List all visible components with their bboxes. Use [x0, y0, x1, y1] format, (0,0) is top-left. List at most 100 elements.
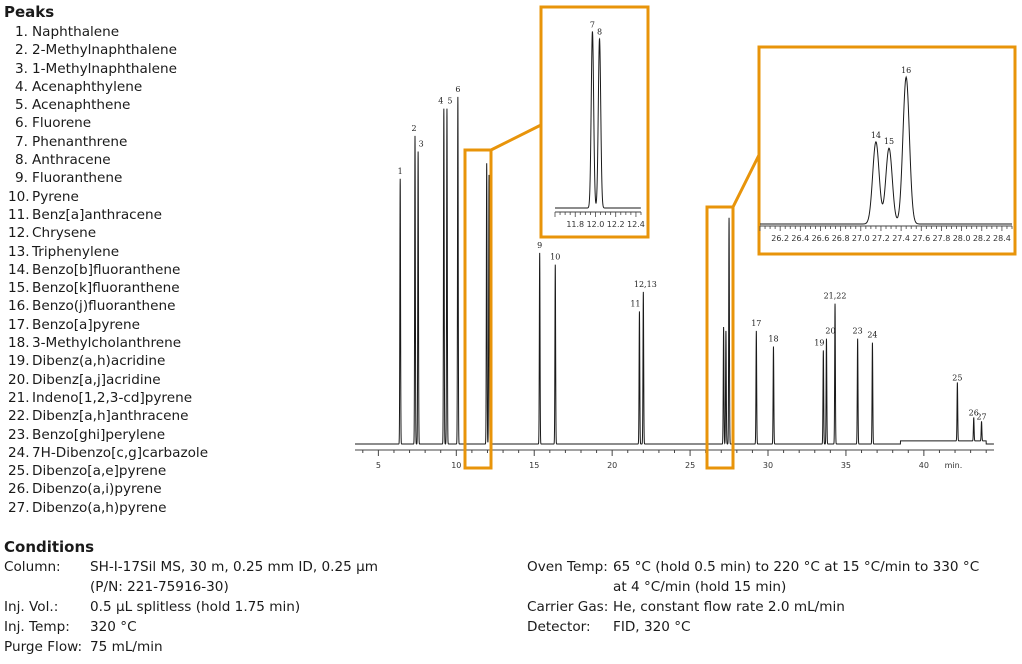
peak-label: 26 — [969, 409, 979, 418]
peak-number: 3. — [15, 60, 28, 77]
peak-list-item: 15. Benzo[k]fluoranthene — [8, 279, 208, 297]
peak-compound-name: Benzo[k]fluoranthene — [32, 280, 180, 297]
peak-compound-name: Dibenz(a,h)acridine — [32, 353, 166, 370]
condition-row: (P/N: 221-75916-30) — [4, 577, 378, 597]
condition-row: Inj. Vol.: 0.5 µL splitless (hold 1.75 mi… — [4, 597, 378, 617]
inset-tick-label: 27.2 — [872, 234, 890, 243]
condition-row: Oven Temp: 65 °C (hold 0.5 min) to 220 °C… — [527, 557, 979, 577]
condition-value: 320 °C — [90, 619, 137, 635]
peak-number: 2. — [15, 42, 28, 59]
peak-label: 24 — [867, 331, 877, 340]
x-tick-label: 20 — [607, 461, 617, 470]
inset-tick-label: 28.4 — [993, 234, 1011, 243]
condition-value: SH-I-17Sil MS, 30 m, 0.25 mm ID, 0.25 µm — [90, 559, 378, 575]
peak-number: 23. — [8, 426, 30, 443]
inset-tick-label: 27.8 — [933, 234, 951, 243]
x-tick-label: 5 — [376, 461, 381, 470]
peak-compound-name: Benz[a]anthracene — [32, 206, 163, 223]
peak-label: 6 — [455, 85, 460, 94]
peak-compound-name: 2-Methylnaphthalene — [32, 42, 177, 59]
peak-number: 26. — [8, 481, 30, 498]
peak-compound-name: Dibenz[a,h]anthracene — [32, 408, 189, 425]
inset-tick-label: 27.0 — [852, 234, 870, 243]
x-tick-label: 10 — [451, 461, 461, 470]
peak-list-item: 17. Benzo[a]pyrene — [8, 316, 208, 334]
peak-compound-name: Indeno[1,2,3-cd]pyrene — [32, 389, 193, 406]
peak-compound-name: Phenanthrene — [32, 133, 128, 150]
condition-key: Detector: — [527, 619, 591, 635]
peak-compound-name: 3-Methylcholanthrene — [32, 335, 182, 352]
inset-frame — [757, 45, 1017, 256]
peak-list-item: 3. 1-Methylnaphthalene — [8, 60, 208, 78]
inset-peaks-7-8: 11.8 12.0 12.2 12.4 78 — [490, 5, 650, 239]
peak-list-item: 18. 3-Methylcholanthrene — [8, 334, 208, 352]
peak-number: 25. — [8, 463, 30, 480]
condition-key: Oven Temp: — [527, 559, 608, 575]
peak-list-item: 12. Chrysene — [8, 224, 208, 242]
x-tick-label: 25 — [685, 461, 695, 470]
peak-list-item: 4. Acenaphthylene — [8, 78, 208, 96]
peak-number: 19. — [8, 353, 30, 370]
inset-tick-label: 28.0 — [953, 234, 971, 243]
peak-label: 1 — [398, 167, 403, 176]
peak-compound-name: Naphthalene — [32, 24, 120, 40]
inset-peak-label: 8 — [597, 28, 602, 37]
peak-number: 5. — [15, 97, 28, 114]
inset-peak-label: 14 — [871, 131, 881, 140]
peak-list-item: 5. Acenaphthene — [8, 96, 208, 114]
inset-connector — [490, 123, 542, 152]
peak-compound-name: Benzo[ghi]perylene — [32, 426, 166, 443]
peak-compound-name: Pyrene — [32, 188, 79, 205]
peak-list-item: 26. Dibenzo(a,i)pyrene — [8, 480, 208, 498]
inset-frame — [539, 5, 650, 239]
x-tick-label: 35 — [841, 461, 851, 470]
peak-label: 5 — [447, 97, 452, 106]
peak-label: 23 — [853, 327, 863, 336]
peak-list-item: 11. Benz[a]anthracene — [8, 206, 208, 224]
peak-compound-name: Benzo(j)fluoranthene — [32, 298, 176, 315]
peak-label: 12,13 — [634, 280, 657, 289]
peak-label: 4 — [438, 97, 443, 106]
peak-compound-name: Chrysene — [32, 225, 97, 242]
inset-peak-label: 15 — [884, 137, 894, 146]
peak-list-item: 14. Benzo[b]fluoranthene — [8, 261, 208, 279]
inset-tick-label: 12.0 — [587, 220, 605, 229]
peak-number: 7. — [15, 133, 28, 150]
inset-tick-label: 26.6 — [812, 234, 830, 243]
conditions-left: Column: SH-I-17Sil MS, 30 m, 0.25 mm ID, … — [4, 557, 378, 657]
peak-number: 6. — [15, 115, 28, 132]
condition-row: Column: SH-I-17Sil MS, 30 m, 0.25 mm ID, … — [4, 557, 378, 577]
inset-tick-label: 26.8 — [832, 234, 850, 243]
peak-number: 9. — [15, 170, 28, 187]
inset-tick-label: 28.2 — [973, 234, 991, 243]
condition-value: He, constant flow rate 2.0 mL/min — [613, 599, 845, 615]
peak-compound-name: 7H-Dibenzo[c,g]carbazole — [32, 444, 209, 461]
peak-label: 27 — [976, 413, 986, 422]
peak-list-item: 19. Dibenz(a,h)acridine — [8, 352, 208, 370]
inset-peak-label: 16 — [901, 66, 911, 75]
peak-compound-name: Acenaphthylene — [32, 78, 143, 95]
peak-label: 9 — [537, 241, 542, 250]
condition-key: Inj. Vol.: — [4, 599, 59, 615]
peak-number: 1. — [15, 24, 28, 40]
peak-list-item: 7. Phenanthrene — [8, 133, 208, 151]
peak-compound-name: Dibenz[a,j]acridine — [32, 371, 161, 388]
peak-label: 20 — [825, 327, 835, 336]
peak-list-item: 6. Fluorene — [8, 114, 208, 132]
condition-value: FID, 320 °C — [613, 619, 691, 635]
peak-number: 24. — [8, 444, 30, 461]
inset-tick-label: 26.2 — [771, 234, 789, 243]
peak-list-item: 20. Dibenz[a,j]acridine — [8, 371, 208, 389]
inset-tick-label: 26.4 — [791, 234, 809, 243]
condition-value: at 4 °C/min (hold 15 min) — [613, 579, 787, 595]
peak-list-item: 13. Triphenylene — [8, 243, 208, 261]
condition-row: Carrier Gas: He, constant flow rate 2.0 m… — [527, 597, 979, 617]
peak-compound-name: Benzo[a]pyrene — [32, 316, 140, 333]
peak-list: 1. Naphthalene 2. 2-Methylnaphthalene 3. 1-Me… — [8, 23, 208, 517]
highlight-box-7-8 — [463, 148, 493, 470]
x-tick-label: 15 — [529, 461, 539, 470]
peak-list-item: 2. 2-Methylnaphthalene — [8, 41, 208, 59]
peak-list-item: 25. Dibenzo[a,e]pyrene — [8, 462, 208, 480]
x-axis-label: min. — [945, 461, 963, 470]
inset-tick-label: 27.4 — [892, 234, 910, 243]
